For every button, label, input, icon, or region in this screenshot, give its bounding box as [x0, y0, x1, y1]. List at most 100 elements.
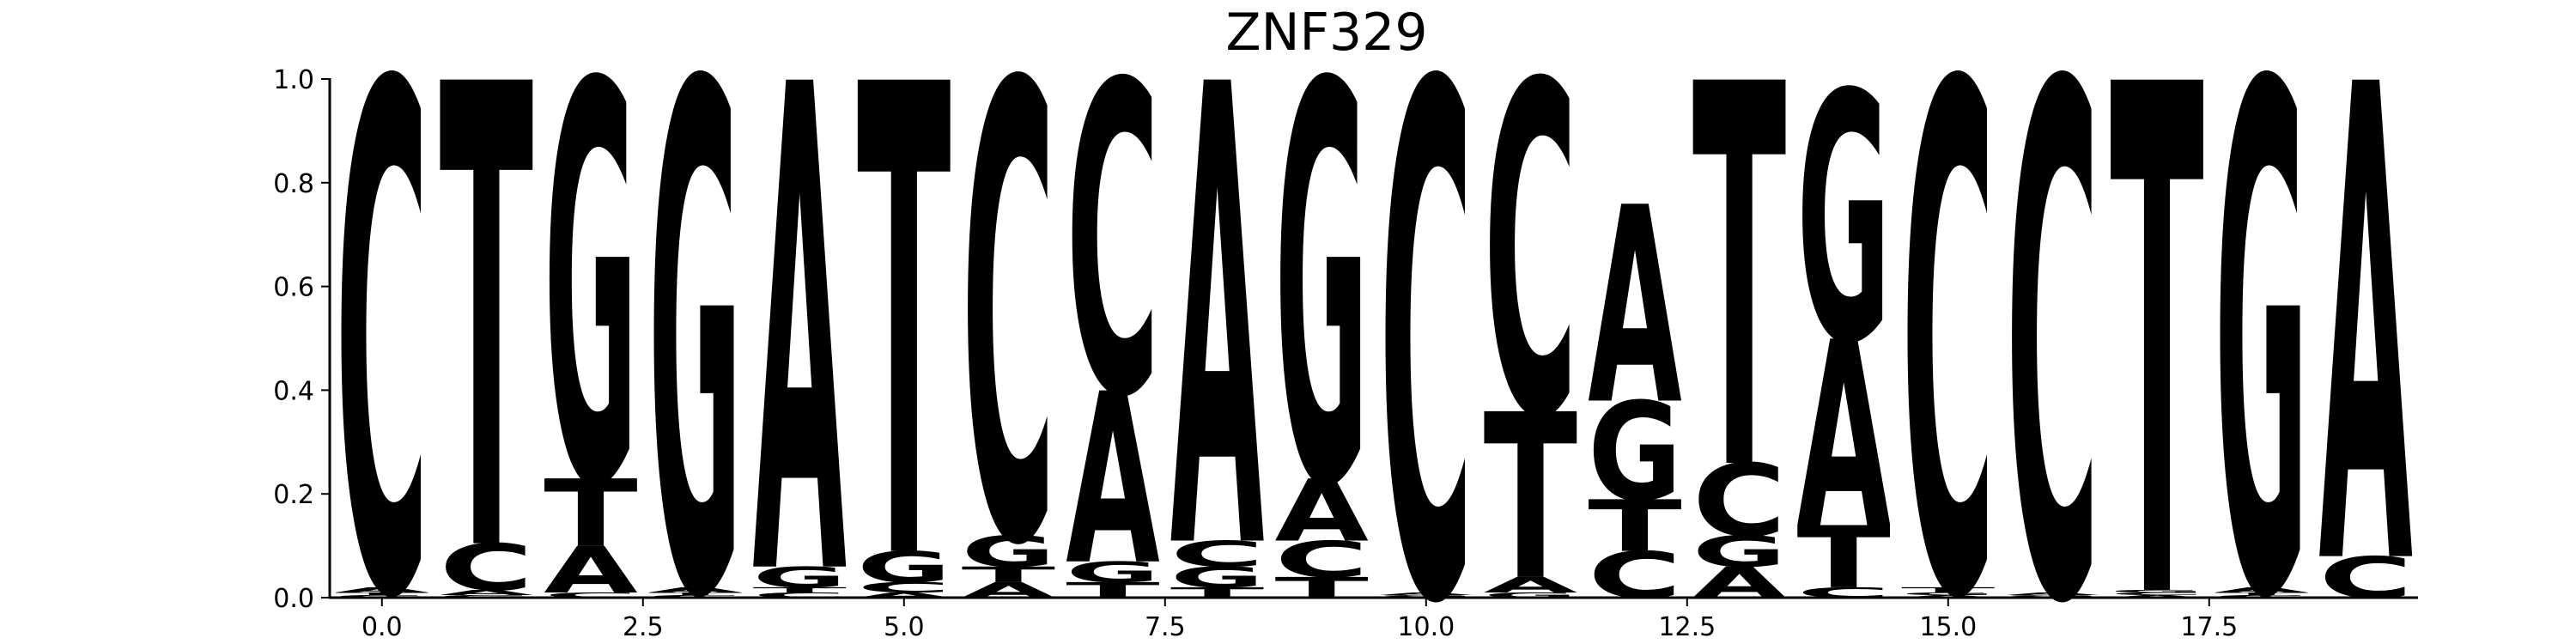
logo-glyph: G [962, 527, 1055, 577]
logo-letter-C-pos-1: C [440, 531, 533, 605]
logo-letter-G-pos-17: G [2110, 589, 2203, 593]
logo-letter-C-pos-2: C [544, 591, 637, 599]
logo-glyph: T [1588, 485, 1681, 568]
logo-letter-G-pos-6: G [962, 527, 1055, 577]
logo-letter-A-pos-16: A [2006, 592, 2099, 596]
logo-glyph: G [1901, 592, 1995, 596]
logo-glyph: T [1796, 508, 1891, 608]
logo-glyph: C [1066, 0, 1159, 491]
y-tick-label: 0.0 [273, 584, 314, 614]
logo-letter-A-pos-0: A [335, 586, 428, 594]
logo-letter-C-pos-17: C [2110, 592, 2203, 596]
logo-glyph: A [1170, 0, 1265, 644]
logo-glyph: A [440, 588, 533, 597]
logo-letter-T-pos-4: T [752, 586, 846, 594]
logo-letter-G-pos-18: G [2215, 0, 2308, 644]
logo-letter-A-pos-19: A [2318, 0, 2413, 644]
logo-glyph: G [857, 543, 951, 592]
logo-glyph: A [2215, 586, 2308, 594]
logo-letter-C-pos-16: C [2006, 0, 2099, 644]
logo-letter-G-pos-8: G [1170, 561, 1264, 594]
logo-glyph: C [1379, 0, 1473, 644]
logo-glyph: G [1170, 561, 1264, 594]
chart-title: ZNF329 [1225, 3, 1427, 63]
logo-glyph: C [1484, 0, 1577, 519]
logo-glyph: C [1588, 538, 1681, 613]
logo-letter-C-pos-4: C [752, 591, 846, 599]
logo-glyph: A [1692, 558, 1786, 608]
logo-letter-A-pos-1: A [440, 588, 533, 597]
logo-letter-A-pos-14: A [1796, 288, 1890, 586]
logo-letter-A-pos-13: A [1692, 558, 1786, 608]
logo-glyph: T [648, 592, 742, 596]
logo-letter-T-pos-5: T [857, 0, 951, 644]
x-tick-label: 12.5 [1658, 612, 1716, 642]
logo-glyph: T [544, 460, 637, 568]
logo-glyph: T [962, 562, 1055, 587]
logo-letter-G-pos-16: G [2006, 595, 2099, 598]
logo-letter-T-pos-6: T [962, 562, 1055, 587]
logo-glyph: T [1692, 0, 1787, 588]
logo-glyph: A [335, 586, 428, 594]
y-axis-ticks: 0.0 0.2 0.4 0.6 0.8 1.0 [273, 65, 330, 614]
logo-letter-A-pos-8: A [1170, 0, 1265, 644]
logo-letter-T-pos-3: T [648, 592, 742, 596]
logo-letter-G-pos-5: G [857, 543, 951, 592]
logo-glyph: C [1692, 443, 1786, 559]
logo-glyph: T [752, 586, 846, 594]
logo-letter-T-pos-1: T [440, 0, 534, 644]
logo-letter-T-pos-0: T [335, 592, 428, 596]
logo-letter-T-pos-11: T [1484, 366, 1577, 631]
logo-glyph: A [2318, 0, 2413, 644]
logo-glyph: A [648, 586, 742, 594]
logo-glyph: G [2006, 595, 2099, 598]
logo-glyph: A [1484, 573, 1577, 598]
logo-letter-G-pos-12: G [1588, 374, 1681, 532]
logo-letter-C-pos-7: C [1066, 0, 1159, 491]
logo-letter-G-pos-3: G [648, 0, 742, 644]
logo-letter-G-pos-15: G [1901, 592, 1995, 596]
x-tick-label: 2.5 [623, 612, 664, 642]
logo-letters: GTACGACTCATGCTAGCTGAACGTATGCTGACTGCATCAG… [335, 0, 2414, 644]
logo-glyph: C [752, 591, 846, 599]
x-axis-ticks: 0.0 2.5 5.0 7.5 10.0 12.5 15.0 17.5 [361, 598, 2238, 642]
x-tick-label: 15.0 [1919, 612, 1977, 642]
logo-letter-A-pos-3: A [648, 586, 742, 594]
logo-glyph: C [544, 591, 637, 599]
logo-letter-C-pos-5: C [857, 580, 951, 596]
logo-letter-T-pos-14: T [1796, 508, 1891, 608]
logo-glyph: A [1274, 461, 1368, 561]
logo-glyph: A [544, 533, 638, 608]
logo-letter-C-pos-6: C [962, 0, 1055, 644]
logo-glyph: T [335, 592, 428, 596]
logo-letter-T-pos-12: T [1588, 485, 1681, 568]
logo-letter-C-pos-12: C [1588, 538, 1681, 613]
logo-glyph: A [857, 591, 951, 599]
logo-glyph: G [648, 0, 742, 644]
logo-letter-A-pos-2: A [544, 533, 638, 608]
logo-glyph: T [2110, 0, 2204, 644]
logo-glyph: G [1692, 527, 1786, 577]
logo-glyph: T [1484, 366, 1577, 631]
logo-glyph: A [1066, 344, 1159, 617]
logo-glyph: G [1796, 21, 1890, 419]
y-tick-label: 1.0 [273, 65, 314, 95]
logo-letter-T-pos-15: T [1901, 586, 1995, 594]
logo-glyph: C [2006, 0, 2099, 644]
logo-glyph: C [857, 580, 951, 596]
logo-letter-T-pos-17: T [2110, 0, 2204, 644]
x-tick-label: 0.0 [361, 612, 403, 642]
logo-letter-C-pos-19: C [2318, 545, 2412, 611]
logo-glyph: T [440, 0, 534, 644]
logo-glyph: C [1274, 531, 1368, 588]
logo-letter-G-pos-10: G [1379, 595, 1473, 598]
logo-glyph: A [752, 0, 847, 644]
logo-letter-G-pos-11: G [1484, 591, 1577, 599]
x-tick-label: 5.0 [884, 612, 925, 642]
logo-glyph: C [440, 531, 533, 605]
logo-glyph: C [1170, 533, 1264, 574]
x-tick-label: 10.0 [1397, 612, 1455, 642]
logo-letter-C-pos-13: C [1692, 443, 1786, 559]
logo-letter-G-pos-14: G [1796, 21, 1890, 419]
logo-letter-C-pos-8: C [1170, 533, 1264, 574]
